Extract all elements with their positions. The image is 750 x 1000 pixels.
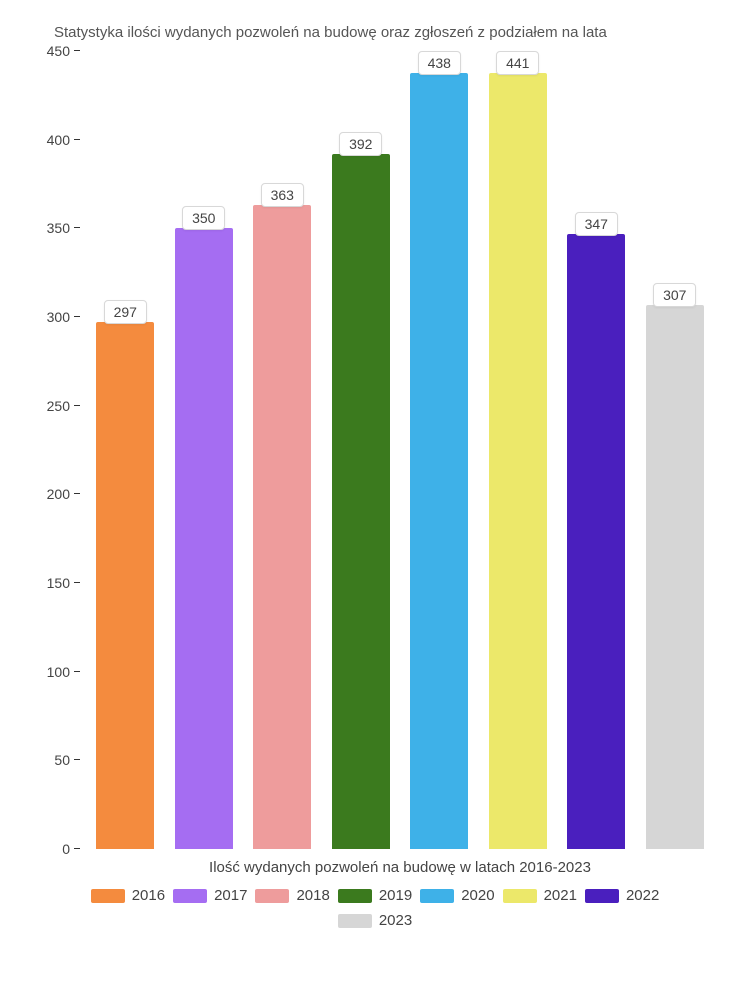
legend-item: 2022 [585,887,659,904]
bar-value-label: 363 [261,183,304,207]
legend-label: 2022 [626,887,659,904]
bar-slot: 438 [400,51,479,849]
y-tick-label: 250 [20,398,70,414]
bar-value-label: 441 [496,51,539,75]
y-tick-label: 200 [20,486,70,502]
y-tick-label: 350 [20,220,70,236]
bar [175,228,233,849]
chart-area: 050100150200250300350400450 297350363392… [20,51,732,881]
bar-slot: 307 [636,51,715,849]
legend-label: 2023 [379,912,412,929]
bar-slot: 392 [322,51,401,849]
legend-label: 2019 [379,887,412,904]
legend-swatch [173,889,207,903]
bar-value-label: 438 [418,51,461,75]
bar [567,234,625,849]
y-tick-label: 450 [20,43,70,59]
bar-value-label: 307 [653,283,696,307]
bar-slot: 297 [86,51,165,849]
legend-swatch [585,889,619,903]
legend-item: 2018 [255,887,329,904]
legend-item: 2016 [91,887,165,904]
legend-swatch [503,889,537,903]
legend-swatch [420,889,454,903]
y-axis: 050100150200250300350400450 [20,51,80,849]
plot-area: 297 350 363 392 438 441 347 307 [80,51,720,849]
legend-swatch [338,914,372,928]
legend-swatch [91,889,125,903]
bar [96,322,154,849]
bar [253,205,311,849]
bar [332,154,390,849]
legend: 2016 2017 2018 2019 2020 2021 2022 2023 [18,887,732,929]
bar-slot: 347 [557,51,636,849]
legend-item: 2019 [338,887,412,904]
y-tick-label: 400 [20,132,70,148]
bar [646,305,704,849]
bar [410,73,468,849]
bars-group: 297 350 363 392 438 441 347 307 [80,51,720,849]
legend-label: 2020 [461,887,494,904]
bar-slot: 363 [243,51,322,849]
bar-slot: 441 [479,51,558,849]
legend-label: 2018 [296,887,329,904]
legend-label: 2016 [132,887,165,904]
y-tick-label: 150 [20,575,70,591]
bar-value-label: 297 [104,300,147,324]
bar-slot: 350 [165,51,244,849]
legend-item: 2017 [173,887,247,904]
bar [489,73,547,849]
legend-label: 2017 [214,887,247,904]
legend-item: 2023 [338,912,412,929]
y-tick-label: 300 [20,309,70,325]
legend-swatch [338,889,372,903]
legend-item: 2021 [503,887,577,904]
legend-label: 2021 [544,887,577,904]
chart-container: Statystyka ilości wydanych pozwoleń na b… [0,0,750,1000]
bar-value-label: 392 [339,132,382,156]
legend-item: 2020 [420,887,494,904]
bar-value-label: 347 [575,212,618,236]
x-axis-label: Ilość wydanych pozwoleń na budowę w lata… [80,853,720,881]
y-tick-label: 100 [20,664,70,680]
bar-value-label: 350 [182,206,225,230]
y-tick-label: 0 [20,841,70,857]
chart-title: Statystyka ilości wydanych pozwoleń na b… [18,24,732,41]
y-tick-label: 50 [20,752,70,768]
legend-swatch [255,889,289,903]
